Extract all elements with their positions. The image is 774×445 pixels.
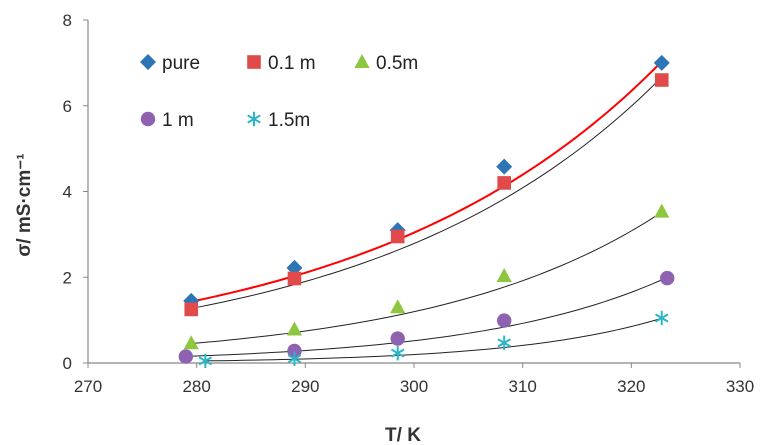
legend-item: 0.1 m: [247, 53, 316, 74]
y-tick-label: 6: [63, 97, 72, 116]
trendline-0-5m: [191, 211, 663, 345]
legend-marker: [140, 111, 156, 127]
data-point: [497, 176, 511, 190]
y-tick-label: 0: [63, 354, 72, 373]
legend-item: 0.5m: [354, 53, 418, 74]
axes: [83, 19, 741, 368]
x-tick-label: 280: [182, 377, 210, 396]
data-point: [653, 54, 670, 71]
x-tick-label: 270: [74, 377, 102, 396]
trendlines: [185, 60, 668, 362]
series-pure: [183, 54, 670, 309]
trendline-1-5m: [205, 317, 662, 362]
y-tick-label: 2: [63, 268, 72, 287]
data-point: [654, 203, 670, 218]
data-point: [390, 331, 405, 346]
data-point: [659, 270, 675, 286]
x-tick-label: 300: [400, 377, 428, 396]
data-point: [184, 302, 199, 317]
trendline-pure: [191, 60, 663, 303]
data-point: [496, 267, 512, 282]
data-point: [287, 271, 302, 286]
data-points: [178, 54, 675, 369]
data-point: [496, 158, 513, 175]
data-point: [287, 351, 302, 366]
y-tick-label: 8: [63, 11, 72, 30]
data-point: [496, 313, 512, 328]
data-point: [287, 343, 302, 359]
tick-labels: 270 280 290 300 310 320 330 0 2 4 6 8: [63, 11, 755, 396]
data-point: [497, 335, 511, 351]
legend-marker: [247, 111, 261, 127]
data-point: [178, 349, 193, 364]
x-axis-title: T/ K: [385, 425, 421, 445]
series-0-5m: [183, 203, 670, 350]
legend-item: 1.5m: [247, 110, 310, 131]
data-point: [390, 345, 405, 361]
legend-item: 1 m: [140, 110, 194, 131]
legend-label: 1 m: [162, 110, 194, 131]
legend-item: pure: [140, 53, 200, 74]
trendline-1-m: [185, 276, 668, 357]
legend-marker: [354, 54, 370, 68]
y-axis-title: σ/ mS·cm⁻¹: [14, 153, 35, 256]
legend-label: 0.5m: [376, 53, 418, 74]
legend-label: 1.5m: [268, 110, 310, 131]
data-point: [390, 299, 406, 314]
x-tick-label: 290: [291, 377, 319, 396]
legend-marker: [247, 55, 261, 69]
trendline-0-1-m: [191, 76, 663, 309]
x-tick-label: 330: [726, 377, 754, 396]
legend-marker: [140, 54, 156, 70]
data-point: [183, 335, 199, 350]
y-tick-label: 4: [63, 183, 72, 202]
legend-label: pure: [162, 53, 200, 74]
x-tick-label: 310: [508, 377, 536, 396]
series-0-1-m: [184, 73, 669, 317]
data-point: [654, 310, 669, 326]
data-point: [390, 229, 405, 244]
series-1-m: [178, 270, 675, 364]
x-tick-label: 320: [617, 377, 645, 396]
data-point: [286, 321, 303, 336]
legend: pure 0.1 m 0.5m 1 m 1.5m: [140, 53, 418, 131]
series-1-5m: [198, 310, 669, 369]
data-point: [654, 73, 669, 87]
data-point: [198, 353, 213, 369]
legend-label: 0.1 m: [268, 53, 316, 74]
